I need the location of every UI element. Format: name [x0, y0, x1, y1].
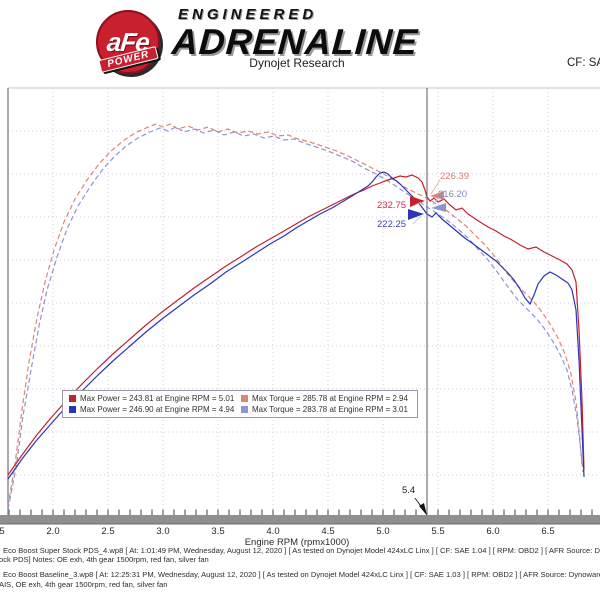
chart-grid	[8, 88, 600, 515]
legend-swatch-torque-superstock	[241, 395, 248, 402]
label-leader-line	[412, 201, 422, 207]
cursor-value-torque-baseline: 216.20	[438, 189, 468, 200]
x-tick-label: 1.5	[0, 526, 5, 537]
x-tick-label: 2.0	[46, 526, 60, 537]
power-curve-superstock	[7, 174, 585, 476]
run-info-baseline-line2: AIS, OE exh, 4th gear 1500rpm, red fan, …	[0, 580, 168, 589]
label-leader-line	[430, 179, 441, 195]
cursor-rpm-label: 5.4	[402, 485, 416, 496]
legend-label: Max Torque = 283.78 at Engine RPM = 3.01	[252, 405, 408, 414]
run-info-superstock-line1: Eco Boost Super Stock PDS_4.wp8 [ At: 1:…	[3, 546, 600, 555]
legend-swatch-power-superstock	[69, 395, 76, 402]
correction-factor-note: CF: SA	[567, 57, 600, 69]
x-tick-label: 4.5	[321, 526, 335, 537]
x-tick-label: 5.0	[376, 526, 390, 537]
cursor-marker-power-superstock	[410, 196, 425, 207]
cursor-marker-torque-baseline	[431, 203, 446, 212]
chart-title: Dynojet Research	[249, 56, 345, 70]
cursor-marker-power-baseline	[408, 209, 424, 220]
legend-swatch-power-baseline	[69, 406, 76, 413]
x-tick-label: 5.5	[431, 526, 445, 537]
legend-swatch-torque-baseline	[241, 406, 248, 413]
x-tick-label: 6.5	[541, 526, 555, 537]
cursor-value-power-baseline: 222.25	[377, 219, 407, 230]
legend: Max Power = 243.81 at Engine RPM = 5.01 …	[62, 390, 418, 418]
legend-label: Max Power = 243.81 at Engine RPM = 5.01	[80, 394, 235, 403]
x-axis-tick-labels: 1.5 2.0 2.5 3.0 3.5 4.0 4.5 5.0 5.5 6.0 6.5	[0, 526, 600, 538]
torque-curve-baseline	[7, 126, 584, 510]
cursor-rpm-arrowhead	[419, 503, 427, 516]
legend-item-power-superstock: Max Power = 243.81 at Engine RPM = 5.01	[67, 394, 239, 403]
x-tick-label: 2.5	[101, 526, 115, 537]
registered-mark: ®	[150, 16, 156, 23]
label-leader-line	[432, 197, 439, 206]
cursor-value-torque-superstock: 226.39	[440, 171, 470, 182]
x-tick-label: 4.0	[266, 526, 280, 537]
run-info-superstock-line2: ock PDS] Notes: OE exh, 4th gear 1500rpm…	[0, 555, 209, 564]
legend-item-torque-baseline: Max Torque = 283.78 at Engine RPM = 3.01	[239, 405, 413, 414]
x-tick-label: 3.5	[211, 526, 225, 537]
legend-label: Max Power = 246.90 at Engine RPM = 4.94	[80, 405, 235, 414]
cursor-value-power-superstock: 232.75	[377, 200, 407, 211]
legend-item-torque-superstock: Max Torque = 285.78 at Engine RPM = 2.94	[239, 394, 413, 403]
torque-curve-superstock	[7, 123, 583, 507]
x-tick-label: 6.0	[486, 526, 500, 537]
x-tick-label: 3.0	[156, 526, 170, 537]
legend-label: Max Torque = 285.78 at Engine RPM = 2.94	[252, 394, 408, 403]
run-info-baseline-line1: Eco Boost Baseline_3.wp8 [ At: 12:25:31 …	[3, 570, 600, 579]
tagline-engineered: ENGINEERED	[178, 6, 318, 23]
cursor-marker-torque-superstock	[430, 191, 444, 200]
x-axis-band	[0, 515, 600, 524]
power-curve-baseline	[7, 171, 585, 480]
label-leader-line	[412, 215, 422, 225]
legend-item-power-baseline: Max Power = 246.90 at Engine RPM = 4.94	[67, 405, 239, 414]
x-axis-label: Engine RPM (rpmx1000)	[244, 537, 350, 548]
